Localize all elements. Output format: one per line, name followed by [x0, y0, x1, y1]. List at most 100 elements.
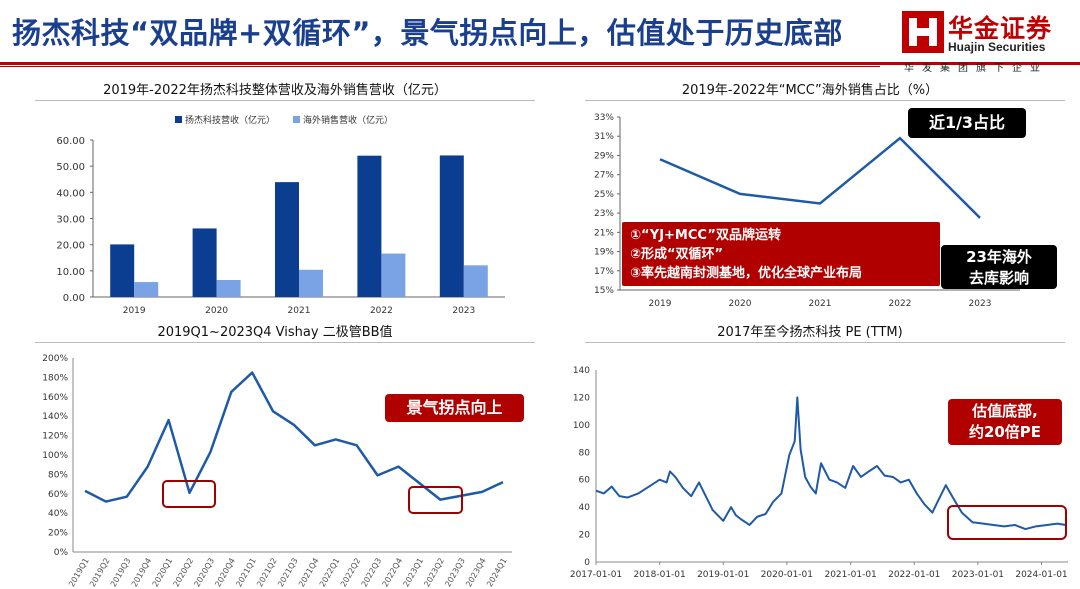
y-tick-label: 0: [584, 558, 590, 568]
y-tick-label: 140%: [42, 412, 68, 422]
x-tick-label: 2023: [969, 299, 992, 309]
y-tick-label: 30.00: [56, 215, 85, 226]
legend-swatch: [293, 116, 300, 123]
x-tick-label: 2022-01-01: [888, 570, 940, 580]
series-line: [84, 371, 504, 503]
legend-label: 扬杰科技营收（亿元）: [185, 114, 275, 126]
y-tick-label: 160%: [42, 393, 68, 403]
bb-chart-title: 2019Q1~2023Q4 Vishay 二极管BB值: [157, 325, 393, 340]
pe-chart-title: 2017年至今扬杰科技 PE (TTM): [717, 325, 903, 340]
bar-total: [275, 182, 299, 297]
brand-name-en: Huajin Securities: [948, 40, 1046, 54]
callout-one-third-share: 近1/3占比: [908, 108, 1026, 138]
x-tick-label: 2022: [370, 306, 393, 316]
x-tick-label: 2020-01-01: [761, 570, 813, 580]
title-underline-thin: [0, 66, 880, 67]
x-tick-label: 2021: [809, 299, 832, 309]
bar-total: [357, 155, 382, 297]
x-tick-label: 2022: [889, 299, 912, 309]
callout-destocking-line-1: 23年海外: [966, 248, 1032, 266]
x-tick-label: 2023: [452, 306, 475, 316]
y-tick-label: 60.00: [56, 136, 85, 147]
y-tick-label: 27%: [594, 171, 614, 181]
bar-overseas: [216, 279, 241, 297]
y-tick-label: 21%: [594, 228, 614, 238]
y-tick-label: 23%: [594, 209, 614, 219]
callout-valuation-line-1: 估值底部,: [972, 402, 1038, 420]
y-tick-label: 31%: [594, 132, 614, 142]
y-tick-label: 100%: [42, 451, 68, 461]
y-tick-label: 25%: [594, 190, 614, 200]
brand-mark-icon: [902, 11, 944, 53]
bar-total: [192, 228, 217, 297]
callout-destocking: 23年海外 去库影响: [941, 245, 1057, 289]
highlight-box-2023q2: [408, 486, 463, 514]
brand-tagline: 华发集团旗下企业: [904, 63, 1048, 74]
x-tick-label: 2023-01-01: [952, 570, 1004, 580]
legend-swatch: [175, 116, 182, 123]
revenue-title-rule: [35, 100, 535, 101]
callout-dual-brand-line-2: ②形成“双循环”: [630, 247, 724, 262]
y-tick-label: 40%: [48, 509, 68, 519]
y-tick-label: 180%: [42, 373, 68, 383]
callout-dual-brand: ①“YJ+MCC”双品牌运转 ②形成“双循环” ③率先越南封测基地，优化全球产业…: [622, 222, 940, 286]
y-tick-label: 60: [579, 476, 591, 486]
callout-valuation-line-2: 约20倍PE: [968, 423, 1042, 441]
revenue-chart-title: 2019年-2022年扬杰科技整体营收及海外销售营收（亿元）: [103, 83, 447, 98]
x-tick-label: 2017-01-01: [570, 570, 622, 580]
y-tick-label: 20%: [48, 529, 68, 539]
callout-destocking-line-2: 去库影响: [968, 269, 1029, 287]
mcc-chart-title: 2019年-2022年“MCC”海外销售占比（%）: [681, 83, 939, 98]
bar-overseas: [134, 282, 159, 297]
bar-overseas: [381, 253, 406, 297]
bar-overseas: [463, 265, 488, 297]
legend-label: 海外销售营收（亿元）: [303, 114, 393, 126]
y-tick-label: 40.00: [56, 188, 85, 199]
y-tick-label: 140: [573, 366, 590, 376]
bar-total: [110, 244, 135, 297]
x-tick-label: 2020: [205, 306, 228, 316]
x-tick-label: 2021-01-01: [824, 570, 876, 580]
mcc-title-rule: [585, 100, 1065, 101]
y-tick-label: 29%: [594, 151, 614, 161]
series-line: [595, 396, 1067, 531]
bar-overseas: [299, 269, 323, 297]
y-tick-label: 15%: [594, 286, 614, 296]
y-tick-label: 33%: [594, 113, 614, 123]
y-tick-label: 0%: [54, 548, 69, 558]
callout-inflection: 景气拐点向上: [385, 394, 524, 422]
y-tick-label: 20: [579, 531, 591, 541]
bb-title-rule: [35, 342, 535, 343]
x-tick-label: 2019: [649, 299, 672, 309]
brand-name-cn: 华金证券: [948, 14, 1053, 43]
callout-valuation-bottom: 估值底部, 约20倍PE: [948, 399, 1062, 445]
highlight-box-2020q2: [162, 480, 216, 508]
x-tick-label: 2019-01-01: [697, 570, 749, 580]
y-tick-label: 50.00: [56, 162, 85, 173]
y-tick-label: 10.00: [56, 267, 85, 278]
y-tick-label: 60%: [48, 490, 68, 500]
x-tick-label: 2019: [123, 306, 146, 316]
title-underline: [0, 62, 1080, 65]
y-tick-label: 120%: [42, 432, 68, 442]
y-tick-label: 40: [579, 503, 591, 513]
callout-dual-brand-line-1: ①“YJ+MCC”双品牌运转: [630, 228, 781, 243]
pe-title-rule: [585, 342, 1065, 343]
x-tick-label: 2024-01-01: [1015, 570, 1067, 580]
callout-dual-brand-line-3: ③率先越南封测基地，优化全球产业布局: [630, 266, 863, 281]
page-title: 扬杰科技“双品牌+双循环”，景气拐点向上，估值处于历史底部: [12, 16, 843, 50]
y-tick-label: 120: [573, 393, 590, 403]
bar-total: [439, 155, 464, 297]
y-tick-label: 80%: [48, 470, 68, 480]
y-tick-label: 200%: [42, 354, 68, 364]
x-tick-label: 2020: [729, 299, 752, 309]
brand-logo: 华金证券 Huajin Securities 华发集团旗下企业: [902, 9, 1072, 77]
y-tick-label: 19%: [594, 248, 614, 258]
series-line: [659, 136, 981, 219]
y-tick-label: 100: [573, 421, 590, 431]
highlight-box-pe-bottom: [947, 505, 1067, 540]
